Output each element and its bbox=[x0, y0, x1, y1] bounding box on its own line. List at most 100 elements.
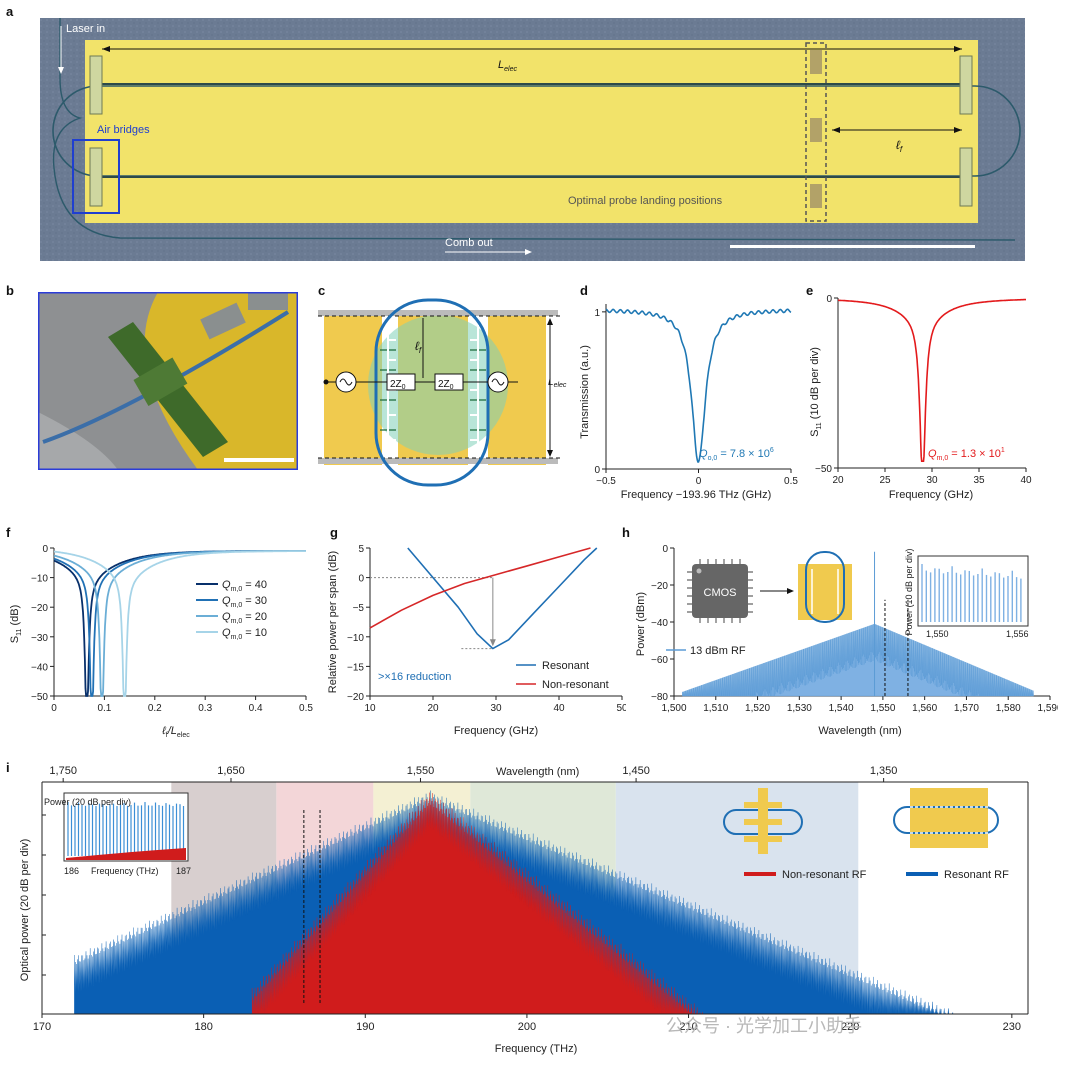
x-tick-label: 10 bbox=[364, 703, 376, 714]
legend-label: Qm,0 = 30 bbox=[222, 595, 267, 609]
x-tick-label: 170 bbox=[33, 1021, 51, 1033]
y-tick-label: −20 bbox=[31, 603, 48, 614]
panel-label-a: a bbox=[6, 4, 14, 19]
s11-series-q20 bbox=[53, 550, 306, 697]
x-tick-label: 200 bbox=[518, 1021, 536, 1033]
comb-spectrum-series bbox=[682, 623, 1034, 697]
legend-label: Qm,0 = 40 bbox=[222, 579, 267, 593]
impedance-left bbox=[386, 373, 416, 391]
e-ylabel: S11 (10 dB per div) bbox=[809, 347, 823, 437]
legend-label: Qm,0 = 10 bbox=[222, 627, 267, 641]
x-tick-label: −0.5 bbox=[596, 476, 616, 487]
y-tick-label: 0 bbox=[662, 544, 668, 555]
x-tick-label: 1,500 bbox=[661, 703, 686, 714]
i-legend-resonant: Resonant RF bbox=[944, 869, 1009, 881]
cmos-chip-icon bbox=[687, 559, 753, 623]
panel-f-s11-vs-position-chart: 0 0.1 0.2 0.3 0.4 0.5 0 −10 −20 −30 −40 −50 S11 (dB… bbox=[9, 544, 313, 739]
i-xlabel: Frequency (THz) bbox=[495, 1043, 578, 1055]
svg-text:2Z0: 2Z0 bbox=[390, 379, 406, 391]
s11-series bbox=[838, 298, 1026, 462]
top-tick-label: 1,750 bbox=[49, 765, 77, 777]
y-tick-label: −50 bbox=[815, 464, 832, 475]
x-tick-label: 0 bbox=[51, 703, 57, 714]
x-tick-label: 1,590 bbox=[1037, 703, 1058, 714]
y-tick-label: 5 bbox=[358, 544, 364, 555]
watermark: 公众号 · 光学加工小助手 bbox=[666, 1016, 862, 1036]
panel-label-f: f bbox=[6, 525, 11, 540]
x-tick-label: 40 bbox=[1020, 475, 1032, 486]
x-tick-label: 230 bbox=[1003, 1021, 1021, 1033]
x-tick-label: 1,560 bbox=[912, 703, 937, 714]
panel-label-h: h bbox=[622, 525, 630, 540]
y-tick-label: −30 bbox=[31, 633, 48, 644]
ring-resonator bbox=[374, 298, 490, 487]
x-tick-label: 20 bbox=[832, 475, 844, 486]
scale-bar bbox=[224, 458, 294, 462]
panel-a-micrograph: Lelec ℓf Laser in Air bridges Optimal pr… bbox=[40, 18, 1025, 261]
x-tick-label: 0.5 bbox=[299, 703, 313, 714]
laser-in-label: Laser in bbox=[66, 23, 105, 35]
impedance-right bbox=[434, 373, 464, 391]
y-tick-label: −50 bbox=[31, 692, 48, 703]
x-tick-label: 1,540 bbox=[829, 703, 854, 714]
panel-c-schematic: 2Z0 2Z0 ℓf Lelec bbox=[318, 298, 567, 487]
e-q-annotation: Qm,0 = 1.3 × 101 bbox=[928, 447, 1005, 462]
x-tick-label: 1,520 bbox=[745, 703, 770, 714]
y-tick-label: −40 bbox=[651, 618, 668, 629]
probe-landing-box bbox=[805, 42, 827, 222]
top-tick-label: 1,650 bbox=[217, 765, 245, 777]
panel-label-g: g bbox=[330, 525, 338, 540]
d-xlabel: Frequency −193.96 THz (GHz) bbox=[621, 489, 772, 501]
f-xlabel: ℓf/Lelec bbox=[161, 725, 190, 739]
panel-e-s11-chart: 20 25 30 35 40 0 −50 S11 (10 dB per div) Frequ… bbox=[809, 294, 1032, 501]
y-tick-label: 0 bbox=[358, 574, 364, 585]
y-tick-label: 0 bbox=[826, 294, 832, 305]
x-tick-label: 0.3 bbox=[198, 703, 212, 714]
y-tick-label: −20 bbox=[347, 692, 364, 703]
air-bridges-highlight-box bbox=[72, 139, 120, 214]
y-tick-label: −60 bbox=[651, 655, 668, 666]
x-tick-label: 25 bbox=[879, 475, 891, 486]
g-ylabel: Relative power per span (dB) bbox=[327, 551, 339, 693]
comb-out-label: Comb out bbox=[445, 237, 493, 249]
x-tick-label: 0.2 bbox=[148, 703, 162, 714]
y-tick-label: −5 bbox=[353, 603, 365, 614]
i-ylabel: Optical power (20 dB per div) bbox=[19, 839, 31, 981]
y-tick-label: 1 bbox=[594, 308, 600, 319]
y-tick-label: 0 bbox=[594, 465, 600, 476]
air-bridge-pad bbox=[959, 55, 973, 115]
air-bridge-pad bbox=[959, 147, 973, 207]
scale-bar bbox=[730, 245, 975, 248]
g-legend-resonant: Resonant bbox=[542, 660, 589, 672]
i-legend-nonresonant: Non-resonant RF bbox=[782, 869, 867, 881]
s11-series-q30 bbox=[53, 550, 306, 697]
i-inset-ylabel: Power (20 dB per div) bbox=[44, 797, 131, 807]
h-xlabel: Wavelength (nm) bbox=[818, 725, 901, 737]
panel-h-comb-spectrum-chart: 1,500 1,510 1,520 1,530 1,540 1,550 1,560 1,570… bbox=[635, 544, 1058, 737]
x-tick-label: 1,570 bbox=[954, 703, 979, 714]
top-tick-label: 1,550 bbox=[407, 765, 435, 777]
resonant-device-icon bbox=[893, 788, 999, 848]
x-tick-label: 30 bbox=[926, 475, 938, 486]
probe-positions-label: Optimal probe landing positions bbox=[568, 195, 723, 207]
legend-label: Qm,0 = 20 bbox=[222, 611, 267, 625]
panel-label-b: b bbox=[6, 283, 14, 298]
x-tick-label: 0 bbox=[696, 476, 702, 487]
x-tick-label: 1,510 bbox=[703, 703, 728, 714]
i-inset-xlabel: Frequency (THz) bbox=[91, 866, 159, 876]
i-top-label: Wavelength (nm) bbox=[496, 766, 579, 778]
transmission-series bbox=[605, 308, 792, 463]
h-inset-tick: 1,550 bbox=[926, 629, 949, 639]
y-tick-label: −40 bbox=[31, 662, 48, 673]
ring-waveguide bbox=[52, 85, 1021, 177]
air-bridge-pad bbox=[89, 55, 103, 115]
g-reduction-label: >×16 reduction bbox=[378, 671, 451, 683]
panel-label-e: e bbox=[806, 283, 814, 298]
gold-electrode-region bbox=[85, 40, 978, 223]
x-tick-label: 1,580 bbox=[996, 703, 1021, 714]
air-bridge-pad bbox=[89, 147, 103, 207]
inset-nonresonant-series bbox=[66, 848, 186, 860]
cmos-label: CMOS bbox=[704, 587, 737, 599]
l-elec-label: Lelec bbox=[548, 377, 567, 389]
